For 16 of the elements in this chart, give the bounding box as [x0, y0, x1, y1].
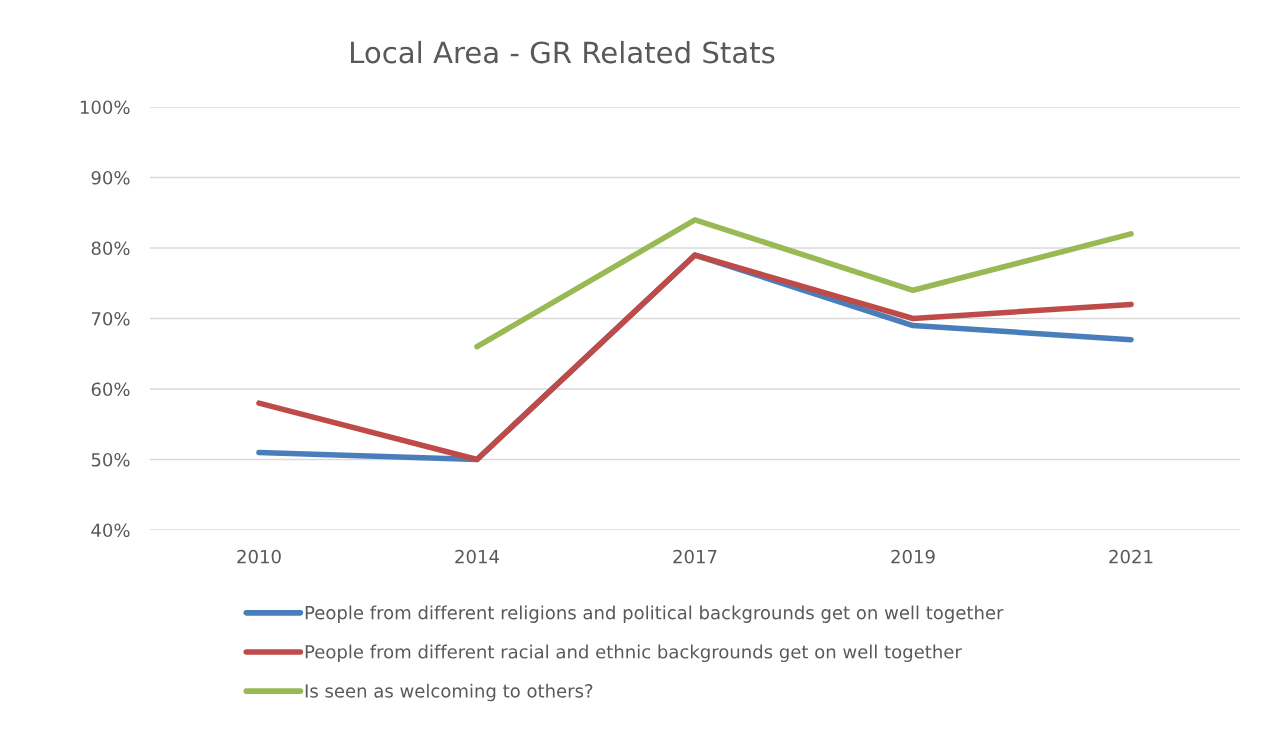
legend-label: People from different racial and ethnic backgrounds get on well together: [305, 644, 962, 663]
y-tick-label: 60%: [91, 382, 130, 397]
x-tick-label: 2017: [673, 549, 717, 564]
y-tick-label: 70%: [91, 311, 130, 326]
legend-label: People from different religions and political backgrounds get on well together: [305, 605, 1004, 623]
y-tick-label: 50%: [91, 452, 130, 467]
y-tick-label: 80%: [91, 241, 130, 256]
y-tick-label: 40%: [91, 523, 130, 538]
x-tick-label: 2014: [455, 549, 499, 564]
y-tick-label: 100%: [80, 100, 130, 115]
x-tick-label: 2010: [237, 549, 281, 564]
legend-label: Is seen as welcoming to others?: [305, 683, 593, 702]
y-tick-label: 90%: [91, 170, 130, 185]
chart-title: Local Area - GR Related Stats: [351, 40, 775, 64]
x-tick-label: 2019: [891, 549, 935, 564]
x-tick-label: 2021: [1109, 549, 1153, 564]
